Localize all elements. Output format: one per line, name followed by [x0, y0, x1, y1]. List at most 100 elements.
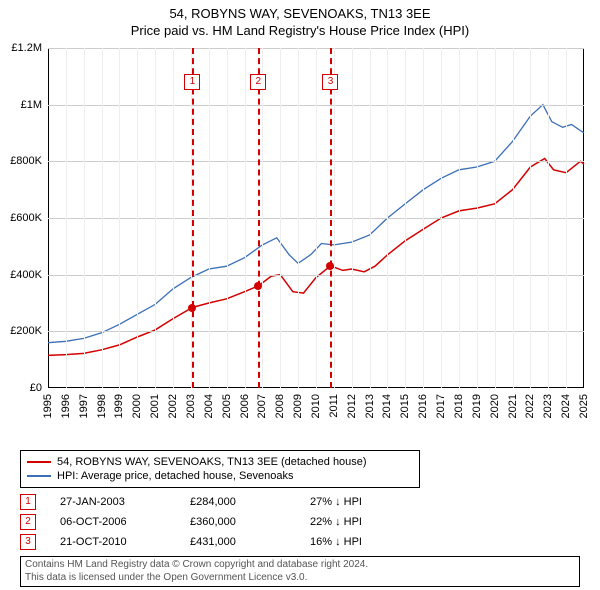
transaction-table: 1 27-JAN-2003£284,00027% ↓ HPI 2 06-OCT-200… — [20, 492, 430, 552]
license-line1: Contains HM Land Registry data © Crown c… — [25, 559, 575, 572]
x-gridline — [513, 48, 514, 388]
x-gridline — [209, 48, 210, 388]
x-tick-label: 1996 — [60, 394, 72, 418]
x-gridline — [370, 48, 371, 388]
x-gridline — [84, 48, 85, 388]
x-tick-label: 2019 — [471, 394, 483, 418]
x-gridline — [334, 48, 335, 388]
legend-label: 54, ROBYNS WAY, SEVENOAKS, TN13 3EE (det… — [57, 456, 367, 468]
x-gridline — [280, 48, 281, 388]
x-gridline — [566, 48, 567, 388]
x-tick-label: 1999 — [113, 394, 125, 418]
x-tick-label: 2018 — [453, 394, 465, 418]
y-tick-label: £1.2M — [11, 42, 42, 54]
vertical-marker-box: 3 — [322, 74, 338, 90]
x-tick-label: 2014 — [381, 394, 393, 418]
transaction-row: 1 27-JAN-2003£284,00027% ↓ HPI — [20, 492, 430, 512]
transaction-dot — [326, 262, 334, 270]
transaction-price: £284,000 — [190, 496, 310, 508]
transaction-marker-box: 3 — [20, 534, 36, 550]
x-tick-label: 2017 — [435, 394, 447, 418]
x-tick-label: 2000 — [131, 394, 143, 418]
x-tick-label: 2012 — [346, 394, 358, 418]
x-gridline — [173, 48, 174, 388]
legend-swatch — [27, 461, 51, 463]
x-gridline — [119, 48, 120, 388]
transaction-dot — [188, 304, 196, 312]
x-tick-label: 2008 — [274, 394, 286, 418]
vertical-marker-line — [330, 48, 332, 388]
x-gridline — [387, 48, 388, 388]
x-gridline — [155, 48, 156, 388]
x-gridline — [459, 48, 460, 388]
legend-row: HPI: Average price, detached house, Seve… — [27, 469, 413, 483]
transaction-price: £431,000 — [190, 536, 310, 548]
chart-title-block: 54, ROBYNS WAY, SEVENOAKS, TN13 3EE Pric… — [0, 0, 600, 38]
x-tick-label: 1998 — [96, 394, 108, 418]
transaction-delta: 27% ↓ HPI — [310, 496, 430, 508]
transaction-row: 3 21-OCT-2010£431,00016% ↓ HPI — [20, 532, 430, 552]
transaction-marker-box: 1 — [20, 494, 36, 510]
x-tick-label: 2009 — [292, 394, 304, 418]
legend-label: HPI: Average price, detached house, Seve… — [57, 470, 293, 482]
license-line2: This data is licensed under the Open Gov… — [25, 572, 575, 585]
transaction-marker-box: 2 — [20, 514, 36, 530]
x-gridline — [102, 48, 103, 388]
x-tick-label: 2022 — [524, 394, 536, 418]
x-gridline — [530, 48, 531, 388]
x-tick-label: 1997 — [78, 394, 90, 418]
vertical-marker-line — [192, 48, 194, 388]
y-tick-label: £800K — [10, 155, 42, 167]
transaction-delta: 16% ↓ HPI — [310, 536, 430, 548]
x-tick-label: 2016 — [417, 394, 429, 418]
x-tick-label: 2005 — [221, 394, 233, 418]
x-gridline — [137, 48, 138, 388]
legend: 54, ROBYNS WAY, SEVENOAKS, TN13 3EE (det… — [20, 450, 420, 488]
x-gridline — [441, 48, 442, 388]
x-tick-label: 2003 — [185, 394, 197, 418]
y-tick-label: £200K — [10, 325, 42, 337]
transaction-dot — [254, 282, 262, 290]
x-gridline — [262, 48, 263, 388]
x-gridline — [477, 48, 478, 388]
x-tick-label: 2013 — [364, 394, 376, 418]
title-line2: Price paid vs. HM Land Registry's House … — [0, 23, 600, 38]
transaction-date: 06-OCT-2006 — [60, 516, 190, 528]
title-line1: 54, ROBYNS WAY, SEVENOAKS, TN13 3EE — [0, 6, 600, 21]
x-tick-label: 1995 — [42, 394, 54, 418]
transaction-row: 2 06-OCT-2006£360,00022% ↓ HPI — [20, 512, 430, 532]
license-box: Contains HM Land Registry data © Crown c… — [20, 556, 580, 587]
x-tick-label: 2002 — [167, 394, 179, 418]
transaction-date: 27-JAN-2003 — [60, 496, 190, 508]
x-tick-label: 2023 — [542, 394, 554, 418]
x-gridline — [227, 48, 228, 388]
legend-row: 54, ROBYNS WAY, SEVENOAKS, TN13 3EE (det… — [27, 455, 413, 469]
x-gridline — [66, 48, 67, 388]
x-tick-label: 2011 — [328, 394, 340, 418]
y-tick-label: £600K — [10, 212, 42, 224]
x-gridline — [298, 48, 299, 388]
x-gridline — [548, 48, 549, 388]
vertical-marker-line — [258, 48, 260, 388]
x-tick-label: 2004 — [203, 394, 215, 418]
x-gridline — [495, 48, 496, 388]
transaction-price: £360,000 — [190, 516, 310, 528]
x-tick-label: 2020 — [489, 394, 501, 418]
x-tick-label: 2006 — [239, 394, 251, 418]
x-tick-label: 2021 — [507, 394, 519, 418]
transaction-date: 21-OCT-2010 — [60, 536, 190, 548]
x-tick-label: 2010 — [310, 394, 322, 418]
x-gridline — [423, 48, 424, 388]
y-tick-label: £400K — [10, 269, 42, 281]
legend-swatch — [27, 475, 51, 477]
vertical-marker-box: 1 — [184, 74, 200, 90]
x-gridline — [316, 48, 317, 388]
chart-plot-area: £0£200K£400K£600K£800K£1M£1.2M1995199619… — [48, 48, 584, 388]
x-gridline — [405, 48, 406, 388]
y-tick-label: £0 — [30, 382, 42, 394]
x-tick-label: 2025 — [578, 394, 590, 418]
x-gridline — [245, 48, 246, 388]
transaction-delta: 22% ↓ HPI — [310, 516, 430, 528]
x-tick-label: 2001 — [149, 394, 161, 418]
vertical-marker-box: 2 — [250, 74, 266, 90]
